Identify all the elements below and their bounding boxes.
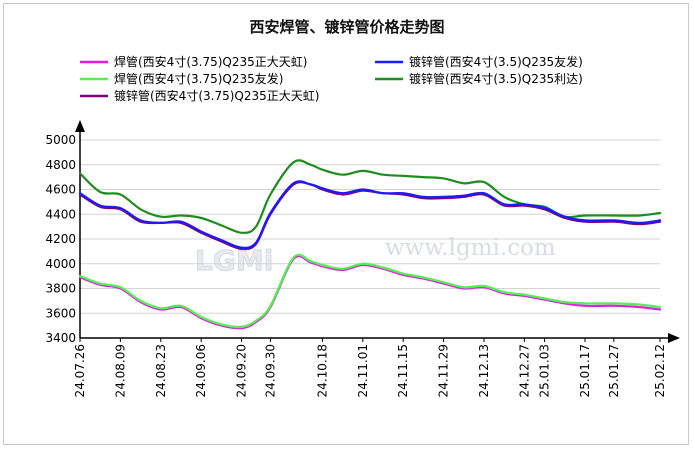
x-tick-label: 24.12.27 <box>517 344 531 397</box>
y-tick-label: 4600 <box>45 183 76 197</box>
x-axis-ticks: 24.07.26 24.08.09 24.08.23 24.09.06 24.09.20… <box>73 338 667 397</box>
x-tick-label: 24.12.13 <box>477 344 491 397</box>
x-tick-label: 25.01.17 <box>578 344 592 397</box>
axes <box>75 120 680 343</box>
watermark-logo: LGMi <box>195 244 273 277</box>
x-tick-label: 25.01.27 <box>607 344 621 397</box>
x-tick-label: 24.09.06 <box>194 344 208 397</box>
x-tick-label: 24.11.15 <box>396 344 410 397</box>
legend-label-0: 焊管(西安4寸(3.75)Q235正大天虹) <box>114 54 307 69</box>
watermark: LGMi www.lgmi.com <box>195 235 556 278</box>
x-tick-label: 25.02.12 <box>653 344 667 397</box>
series-lines <box>78 159 662 330</box>
legend: 焊管(西安4寸(3.75)Q235正大天虹) 镀锌管(西安4寸(3.5)Q235友… <box>80 54 583 103</box>
x-tick-label: 24.08.23 <box>154 344 168 397</box>
y-tick-label: 3400 <box>45 331 76 345</box>
legend-label-3: 镀锌管(西安4寸(3.5)Q235友发) <box>409 54 583 69</box>
x-tick-label: 24.09.20 <box>235 344 249 397</box>
chart-title: 西安焊管、镀锌管价格走势图 <box>249 18 444 36</box>
x-tick-label: 24.09.30 <box>263 344 277 397</box>
chart-frame <box>3 3 689 445</box>
series-line-1 <box>78 253 662 329</box>
legend-label-2: 镀锌管(西安4寸(3.75)Q235正大天虹) <box>114 88 319 103</box>
series-line-2 <box>78 181 662 251</box>
legend-label-1: 焊管(西安4寸(3.75)Q235友发) <box>114 71 283 86</box>
y-tick-label: 5000 <box>45 133 76 147</box>
y-tick-label: 4400 <box>45 207 76 221</box>
x-tick-label: 25.01.03 <box>538 344 552 397</box>
x-tick-label: 24.10.18 <box>315 344 329 397</box>
series-line-4 <box>78 159 662 234</box>
y-axis-ticks: 3400 3600 3800 4000 4200 4400 4600 4800 5000 <box>45 133 76 345</box>
x-tick-label: 24.07.26 <box>73 344 87 397</box>
y-tick-label: 3800 <box>45 282 76 296</box>
series-line-3 <box>78 180 662 250</box>
x-tick-label: 24.08.09 <box>113 344 127 397</box>
x-axis-arrow <box>668 333 680 343</box>
x-tick-label: 24.11.01 <box>356 344 370 397</box>
y-tick-label: 4800 <box>45 158 76 172</box>
y-tick-label: 4200 <box>45 232 76 246</box>
y-tick-label: 3600 <box>45 306 76 320</box>
y-tick-label: 4000 <box>45 257 76 271</box>
y-axis-arrow <box>75 120 85 132</box>
x-tick-label: 24.11.29 <box>437 344 451 397</box>
legend-label-4: 镀锌管(西安4寸(3.5)Q235利达) <box>409 71 583 86</box>
series-line-0 <box>78 254 662 330</box>
